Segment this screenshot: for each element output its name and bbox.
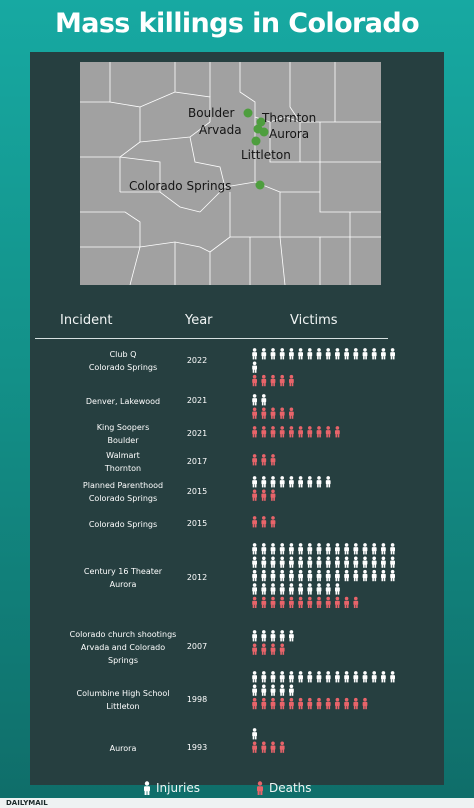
brand-logo: DAILYMAIL <box>6 799 48 807</box>
column-header-year: Year <box>185 313 213 328</box>
incident-label: Denver, Lakewood <box>48 395 198 408</box>
incident-line: Colorado Springs <box>88 363 158 372</box>
incident-year: 2017 <box>186 457 208 466</box>
incident-label: Colorado Springs <box>48 518 198 531</box>
legend-label-deaths: Deaths <box>269 781 312 795</box>
incident-label: Planned Parenthood Colorado Springs <box>48 479 198 505</box>
column-header-incident: Incident <box>60 313 113 328</box>
incident-line: Planned Parenthood <box>82 481 164 490</box>
incident-line: Denver, Lakewood <box>85 396 161 406</box>
incident-label: Club Q Colorado Springs <box>48 348 198 374</box>
incident-line: King Soopers <box>96 423 150 432</box>
column-header-victims: Victims <box>290 313 338 328</box>
incident-line: Arvada and Colorado <box>80 642 166 652</box>
incident-year: 2012 <box>186 573 208 582</box>
city-markers: Boulder Thornton Arvada Aurora Littleton Colo… <box>129 106 316 193</box>
incident-label: Walmart Thornton <box>48 449 198 475</box>
incident-line: Aurora <box>109 743 137 753</box>
city-label: Thornton <box>261 111 316 125</box>
city-marker <box>243 108 253 118</box>
legend-deaths: Deaths <box>255 781 312 795</box>
city-marker <box>259 127 269 137</box>
incident-year: 2007 <box>186 642 208 651</box>
brand-bar: DAILYMAIL <box>0 798 474 808</box>
incident-year: 2022 <box>186 356 208 365</box>
header-divider <box>35 338 388 339</box>
incident-line: Boulder <box>107 436 139 445</box>
incident-label: Columbine High School Littleton <box>48 687 198 713</box>
injury-person-icon <box>144 781 150 795</box>
incident-year: 1998 <box>186 695 208 704</box>
incident-year: 2021 <box>186 396 208 405</box>
incident-label: Aurora <box>48 742 198 755</box>
incident-line: Littleton <box>106 702 140 711</box>
incident-label: Century 16 Theater Aurora <box>48 565 198 591</box>
incident-year: 2015 <box>186 519 208 528</box>
legend-injuries: Injuries <box>142 781 200 795</box>
legend-label-injuries: Injuries <box>156 781 200 795</box>
city-marker <box>255 180 265 190</box>
incident-line: Aurora <box>109 580 137 589</box>
incident-line: Colorado church shootings <box>69 629 177 639</box>
city-label: Aurora <box>269 127 309 141</box>
page-title: Mass killings in Colorado <box>54 8 420 39</box>
county-borders <box>80 62 381 285</box>
colorado-map: Boulder Thornton Arvada Aurora Littleton Colo… <box>80 62 381 285</box>
city-label: Colorado Springs <box>129 179 231 193</box>
incident-line: Colorado Springs <box>88 519 158 529</box>
incident-line: Century 16 Theater <box>83 567 163 576</box>
incident-line: Walmart <box>106 451 140 460</box>
state-shape <box>80 62 381 285</box>
death-person-icon <box>257 781 263 795</box>
incident-line: Springs <box>108 655 138 665</box>
city-label: Boulder <box>188 106 235 120</box>
incident-year: 2015 <box>186 487 208 496</box>
incident-line: Club Q <box>109 350 137 359</box>
incident-label: King Soopers Boulder <box>48 421 198 447</box>
incident-line: Columbine High School <box>76 689 170 698</box>
city-marker <box>256 117 266 127</box>
incident-line: Thornton <box>104 464 142 473</box>
city-label: Arvada <box>199 123 242 137</box>
city-label: Littleton <box>241 148 291 162</box>
city-marker <box>251 136 261 146</box>
incident-line: Colorado Springs <box>88 494 158 503</box>
incident-year: 2021 <box>186 429 208 438</box>
incident-year: 1993 <box>186 743 208 752</box>
incident-label: Colorado church shootings Arvada and Colo… <box>48 628 198 667</box>
